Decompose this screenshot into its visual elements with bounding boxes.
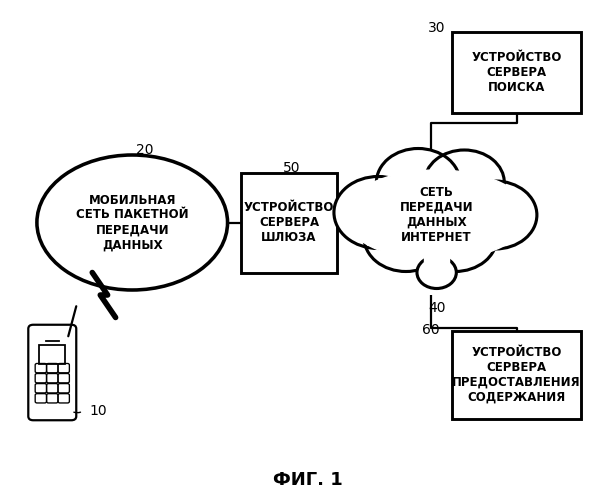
Circle shape bbox=[334, 176, 423, 248]
Circle shape bbox=[376, 148, 460, 216]
Text: 30: 30 bbox=[428, 20, 445, 34]
Text: МОБИЛЬНАЯ
СЕТЬ ПАКЕТНОЙ
ПЕРЕДАЧИ
ДАННЫХ: МОБИЛЬНАЯ СЕТЬ ПАКЕТНОЙ ПЕРЕДАЧИ ДАННЫХ bbox=[76, 194, 189, 252]
Circle shape bbox=[413, 204, 497, 272]
Circle shape bbox=[424, 150, 504, 215]
Text: 40: 40 bbox=[428, 300, 445, 314]
Text: 10: 10 bbox=[89, 404, 107, 418]
Text: ФИГ. 1: ФИГ. 1 bbox=[272, 471, 343, 489]
Text: УСТРОЙСТВО
СЕРВЕРА
ШЛЮЗА: УСТРОЙСТВО СЕРВЕРА ШЛЮЗА bbox=[244, 201, 334, 244]
Circle shape bbox=[453, 181, 537, 249]
FancyBboxPatch shape bbox=[28, 325, 76, 420]
Bar bbox=[452, 331, 581, 419]
Bar bbox=[452, 32, 581, 112]
Ellipse shape bbox=[344, 170, 529, 260]
Text: УСТРОЙСТВО
СЕРВЕРА
ПРЕДОСТАВЛЕНИЯ
СОДЕРЖАНИЯ: УСТРОЙСТВО СЕРВЕРА ПРЕДОСТАВЛЕНИЯ СОДЕРЖ… bbox=[452, 346, 581, 404]
Text: 20: 20 bbox=[136, 143, 153, 157]
Text: 60: 60 bbox=[422, 323, 439, 337]
Bar bbox=[241, 172, 337, 272]
Circle shape bbox=[364, 204, 448, 272]
Text: УСТРОЙСТВО
СЕРВЕРА
ПОИСКА: УСТРОЙСТВО СЕРВЕРА ПОИСКА bbox=[472, 51, 561, 94]
Text: 50: 50 bbox=[284, 160, 301, 174]
Bar bbox=[424, 250, 449, 262]
Ellipse shape bbox=[37, 155, 228, 290]
Circle shape bbox=[417, 256, 456, 288]
Text: СЕТЬ
ПЕРЕДАЧИ
ДАННЫХ
ИНТЕРНЕТ: СЕТЬ ПЕРЕДАЧИ ДАННЫХ ИНТЕРНЕТ bbox=[400, 186, 474, 244]
Bar bbox=[39, 344, 65, 364]
